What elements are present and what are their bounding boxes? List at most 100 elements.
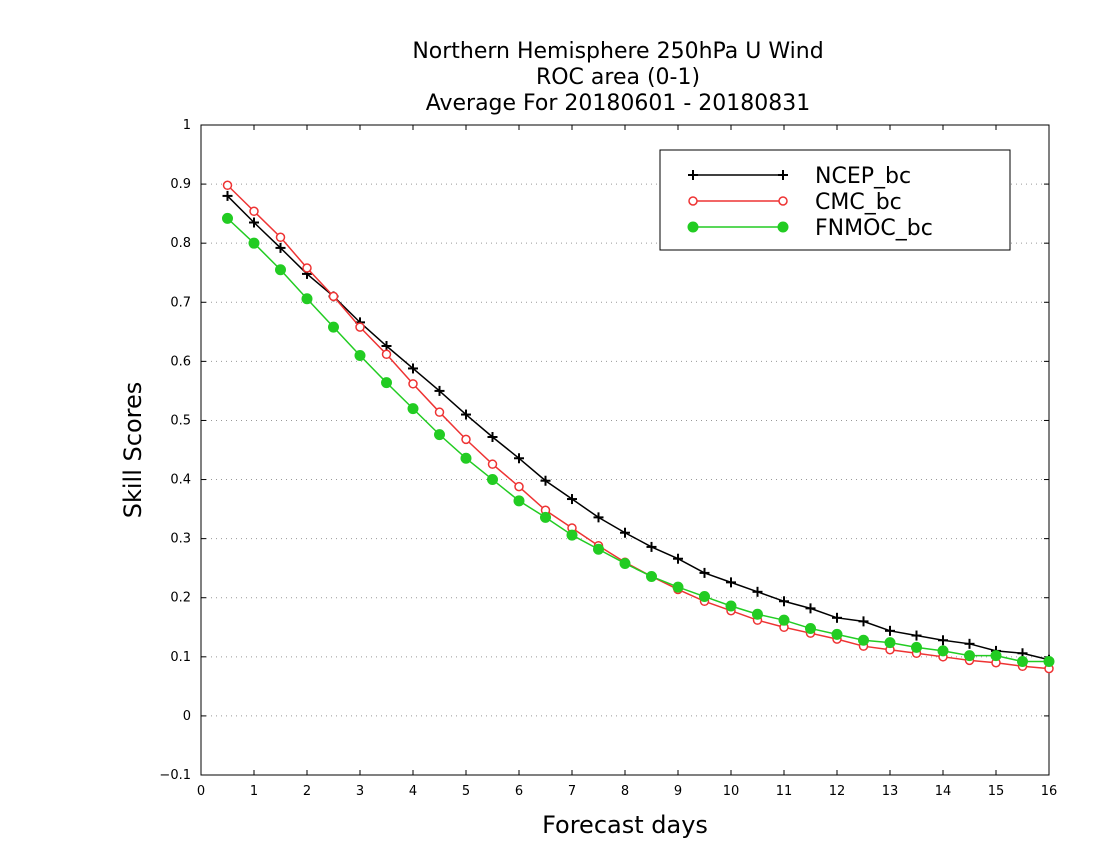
data-point-fnmoc-bc [672,581,684,593]
data-point-fnmoc-bc [540,511,551,523]
data-point-ncep-bc [514,453,524,464]
data-point-ncep-bc [434,385,445,396]
data-point-fnmoc-bc [805,622,816,634]
legend-label: CMC_bc [815,190,902,215]
title-line-2: ROC area (0-1) [536,65,700,90]
data-point-fnmoc-bc [699,591,710,603]
data-point-fnmoc-bc [513,495,525,507]
y-tick-label: 1 [183,118,191,133]
data-point-cmc-bc [487,459,498,469]
chart-title: Northern Hemisphere 250hPa U Wind ROC ar… [412,39,823,116]
data-point-ncep-bc [540,475,551,486]
data-point-ncep-bc [699,567,710,578]
data-point-ncep-bc [275,242,286,253]
data-point-ncep-bc [779,596,789,607]
legend-marker [777,221,789,233]
data-point-fnmoc-bc [248,237,260,249]
x-tick-label: 13 [882,784,899,799]
legend-marker [778,170,788,180]
y-tick-label: 0 [183,709,191,724]
x-axis-label: Forecast days [542,811,708,839]
data-point-fnmoc-bc [619,557,631,569]
x-tick-label: 8 [621,784,629,799]
data-point-ncep-bc [222,190,233,201]
data-point-fnmoc-bc [354,349,366,361]
data-point-ncep-bc [726,577,736,588]
series-line-fnmoc-bc [226,217,1049,663]
x-tick-label: 6 [515,784,523,799]
x-tick-label: 14 [935,784,952,799]
x-tick-label: 5 [462,784,470,799]
legend-label: NCEP_bc [815,164,911,189]
data-point-fnmoc-bc [752,608,763,620]
data-point-fnmoc-bc [778,614,790,626]
series-ncep-bc [222,190,1054,665]
data-point-ncep-bc [620,527,630,538]
data-point-fnmoc-bc [275,264,286,276]
data-point-cmc-bc [249,206,259,217]
y-tick-label: 0.5 [170,413,191,428]
data-point-fnmoc-bc [593,543,604,555]
data-point-cmc-bc [275,232,286,243]
axis-ticks [200,124,1050,776]
data-point-ncep-bc [461,409,471,420]
data-point-ncep-bc [885,625,895,636]
legend-marker [688,196,698,206]
data-point-fnmoc-bc [831,628,843,640]
data-point-cmc-bc [355,322,365,332]
data-point-fnmoc-bc [460,452,472,464]
data-point-fnmoc-bc [407,403,419,415]
legend-box [659,149,1011,251]
x-tick-label: 3 [356,784,364,799]
y-axis-tick-labels: −0.1 0 0.1 0.2 0.3 0.4 0.5 0.6 0.7 0.8 0.9 1 [159,118,191,783]
y-tick-label: 0.3 [170,532,191,547]
legend-marker [778,196,788,206]
data-point-cmc-bc [381,349,392,360]
x-tick-label: 7 [568,784,576,799]
x-tick-label: 4 [409,784,417,799]
data-point-ncep-bc [832,612,842,623]
x-tick-label: 1 [250,784,258,799]
data-point-cmc-bc [222,180,233,191]
data-point-fnmoc-bc [381,377,392,389]
data-point-ncep-bc [487,432,498,442]
legend-entry-ncep-bc: NCEP_bc [688,164,911,189]
data-point-fnmoc-bc [937,645,949,657]
data-point-fnmoc-bc [1017,656,1028,668]
y-tick-label: 0.1 [170,650,191,665]
data-point-fnmoc-bc [858,634,869,646]
y-tick-label: 0.4 [170,473,191,488]
series-line-cmc-bc [226,184,1050,670]
data-point-fnmoc-bc [487,474,498,486]
y-axis-label: Skill Scores [119,382,147,519]
data-point-ncep-bc [593,512,604,523]
data-point-fnmoc-bc [646,570,657,582]
series-fnmoc-bc [222,212,1055,668]
data-point-cmc-bc [328,291,339,302]
data-point-ncep-bc [964,638,975,649]
data-point-ncep-bc [805,603,816,614]
y-tick-label: 0.6 [170,354,191,369]
x-tick-label: 15 [988,784,1005,799]
data-point-ncep-bc [911,630,922,641]
data-point-fnmoc-bc [301,293,313,305]
data-point-fnmoc-bc [990,650,1002,662]
data-point-fnmoc-bc [884,637,896,649]
y-tick-label: −0.1 [159,768,191,783]
x-tick-label: 9 [674,784,682,799]
data-point-fnmoc-bc [566,529,578,541]
data-point-ncep-bc [673,553,683,564]
data-point-fnmoc-bc [434,429,445,441]
data-point-ncep-bc [938,635,948,646]
data-point-cmc-bc [514,481,524,492]
legend-marker [687,221,699,233]
data-point-cmc-bc [408,379,418,389]
title-line-1: Northern Hemisphere 250hPa U Wind [412,39,823,64]
data-point-fnmoc-bc [725,600,737,612]
x-axis-tick-labels: 0 1 2 3 4 5 6 7 8 9 10 11 12 13 14 15 16 [197,784,1057,799]
data-point-ncep-bc [408,363,418,374]
series-cmc-bc [222,180,1054,674]
legend-marker [688,170,698,180]
